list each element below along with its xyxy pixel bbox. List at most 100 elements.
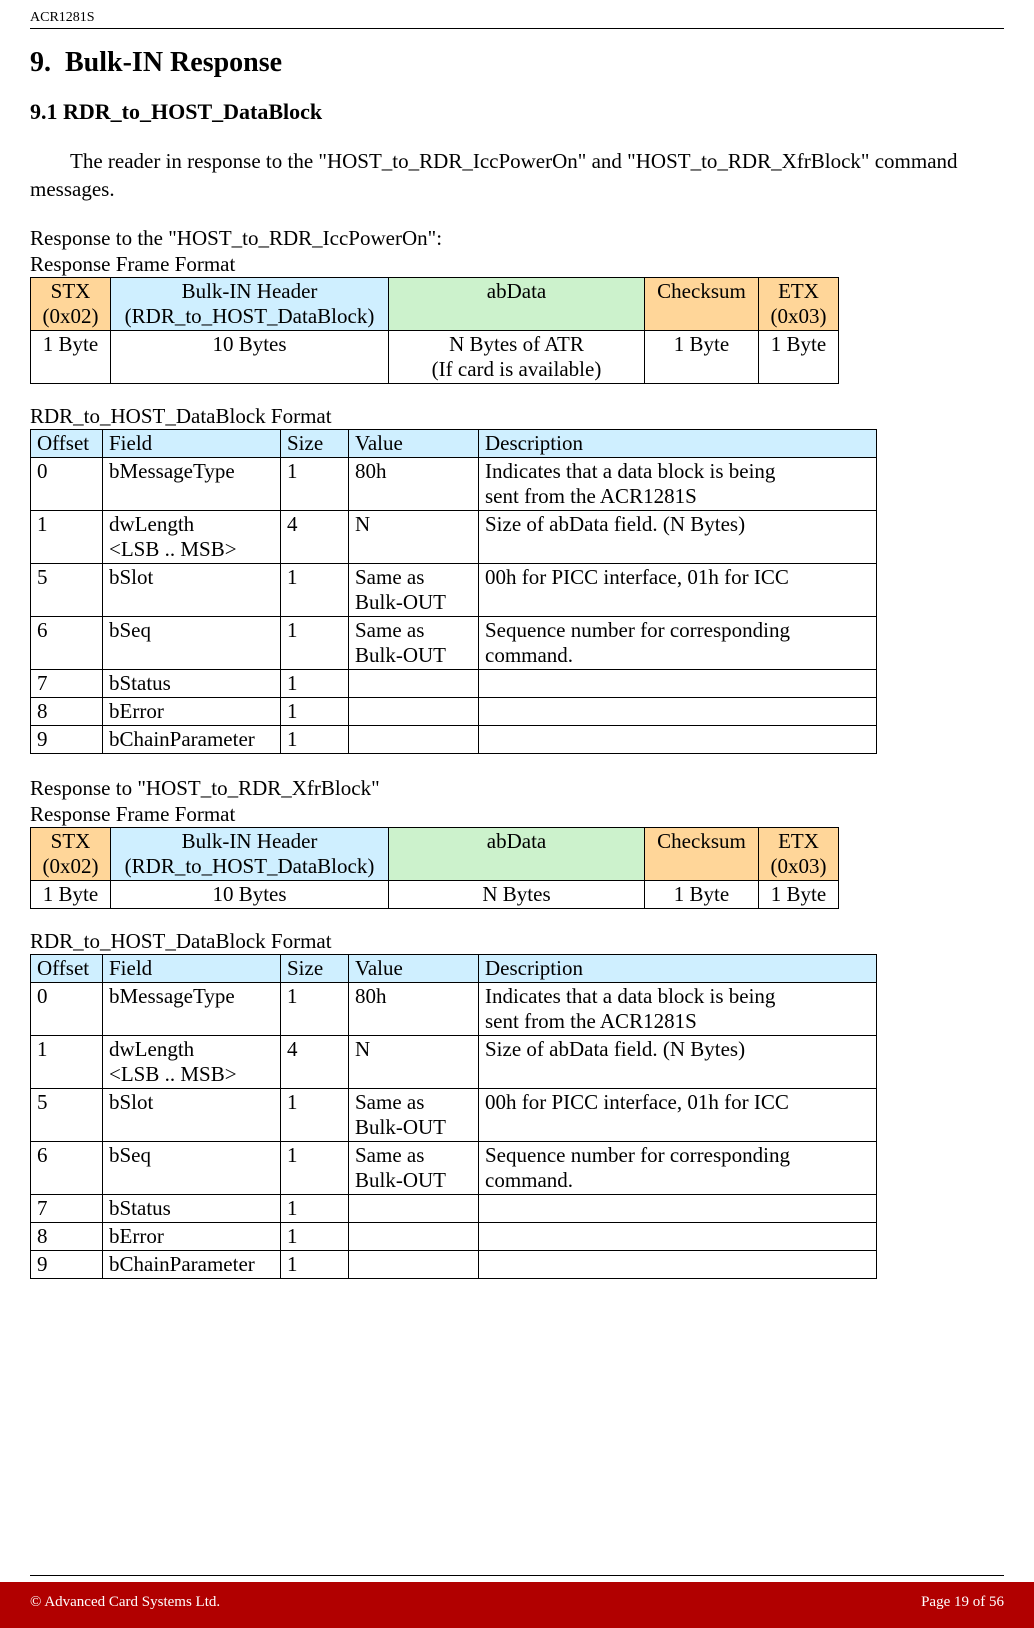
fmt-size: 1 xyxy=(281,670,349,698)
frame-header-stx: STX(0x02) xyxy=(31,828,111,881)
fmt-desc xyxy=(479,1195,877,1223)
fmt-offset: 7 xyxy=(31,1195,103,1223)
fmt-desc xyxy=(479,726,877,754)
frame-table-1: STX(0x02) Bulk-IN Header(RDR_to_HOST_Dat… xyxy=(30,277,839,384)
section-title: 9. Bulk-IN Response xyxy=(30,47,1004,79)
fmt-offset: 6 xyxy=(31,617,103,670)
fmt-row: 6bSeq1Same asBulk-OUTSequence number for… xyxy=(31,617,877,670)
fmt-value: 80h xyxy=(349,983,479,1036)
fmt-value: Same asBulk-OUT xyxy=(349,564,479,617)
frame-header-bulkin: Bulk-IN Header(RDR_to_HOST_DataBlock) xyxy=(111,278,389,331)
frame-cell-bulkin: 10 Bytes xyxy=(111,331,389,384)
fmt-row: 7bStatus1 xyxy=(31,1195,877,1223)
fmt-size: 1 xyxy=(281,1142,349,1195)
fmt-field: bChainParameter xyxy=(103,726,281,754)
frame-header-abdata: abData xyxy=(389,828,645,881)
frame-header-checksum: Checksum xyxy=(645,278,759,331)
fmt-value: 80h xyxy=(349,458,479,511)
fmt-value: Same asBulk-OUT xyxy=(349,1142,479,1195)
fmt-desc: Size of abData field. (N Bytes) xyxy=(479,511,877,564)
fmt-size: 1 xyxy=(281,726,349,754)
fmt-row: 0bMessageType180hIndicates that a data b… xyxy=(31,983,877,1036)
fmt-offset: 6 xyxy=(31,1142,103,1195)
fmt-desc xyxy=(479,1251,877,1279)
fmt-row: 8bError1 xyxy=(31,1223,877,1251)
fmt-offset: 8 xyxy=(31,1223,103,1251)
footer-right: Page 19 of 56 xyxy=(921,1594,1004,1611)
response1-text: Response to the "HOST_to_RDR_IccPowerOn"… xyxy=(30,224,1004,252)
fmt-desc: Indicates that a data block is beingsent… xyxy=(479,458,877,511)
fmt-size: 1 xyxy=(281,1251,349,1279)
fmt-value: Same asBulk-OUT xyxy=(349,1089,479,1142)
frame-cell-etx: 1 Byte xyxy=(759,331,839,384)
format-caption-2: RDR_to_HOST_DataBlock Format xyxy=(30,929,1004,954)
frame-cell-bulkin: 10 Bytes xyxy=(111,881,389,909)
fmt-value xyxy=(349,1223,479,1251)
fmt-header-size: Size xyxy=(281,430,349,458)
fmt-desc: Size of abData field. (N Bytes) xyxy=(479,1036,877,1089)
frame-cell-stx: 1 Byte xyxy=(31,881,111,909)
fmt-header-offset: Offset xyxy=(31,955,103,983)
fmt-offset: 0 xyxy=(31,458,103,511)
fmt-header-description: Description xyxy=(479,430,877,458)
fmt-field: dwLength<LSB .. MSB> xyxy=(103,511,281,564)
fmt-desc xyxy=(479,698,877,726)
fmt-row: 1dwLength<LSB .. MSB>4NSize of abData fi… xyxy=(31,1036,877,1089)
fmt-header-offset: Offset xyxy=(31,430,103,458)
frame-header-stx: STX(0x02) xyxy=(31,278,111,331)
fmt-offset: 5 xyxy=(31,564,103,617)
fmt-offset: 9 xyxy=(31,726,103,754)
fmt-size: 1 xyxy=(281,1089,349,1142)
fmt-row: 9bChainParameter1 xyxy=(31,1251,877,1279)
frame-cell-checksum: 1 Byte xyxy=(645,881,759,909)
frame-header-etx: ETX(0x03) xyxy=(759,278,839,331)
fmt-value xyxy=(349,670,479,698)
fmt-header-size: Size xyxy=(281,955,349,983)
fmt-header-description: Description xyxy=(479,955,877,983)
format-caption-1: RDR_to_HOST_DataBlock Format xyxy=(30,404,1004,429)
fmt-value: Same asBulk-OUT xyxy=(349,617,479,670)
fmt-value xyxy=(349,1195,479,1223)
footer-rule xyxy=(30,1575,1004,1576)
fmt-field: bSeq xyxy=(103,617,281,670)
fmt-row: 5bSlot1Same asBulk-OUT00h for PICC inter… xyxy=(31,1089,877,1142)
fmt-value xyxy=(349,1251,479,1279)
fmt-header-value: Value xyxy=(349,430,479,458)
fmt-size: 1 xyxy=(281,458,349,511)
frame-caption-2: Response Frame Format xyxy=(30,802,1004,827)
fmt-offset: 1 xyxy=(31,511,103,564)
fmt-row: 5bSlot1Same asBulk-OUT00h for PICC inter… xyxy=(31,564,877,617)
fmt-header-field: Field xyxy=(103,955,281,983)
fmt-desc xyxy=(479,670,877,698)
fmt-field: bSlot xyxy=(103,1089,281,1142)
footer: © Advanced Card Systems Ltd. Page 19 of … xyxy=(0,1582,1034,1628)
subsection-number: 9.1 xyxy=(30,99,58,124)
fmt-header-field: Field xyxy=(103,430,281,458)
fmt-field: bStatus xyxy=(103,670,281,698)
fmt-row: 0bMessageType180hIndicates that a data b… xyxy=(31,458,877,511)
fmt-field: bStatus xyxy=(103,1195,281,1223)
footer-left: © Advanced Card Systems Ltd. xyxy=(30,1594,220,1611)
fmt-row: 1dwLength<LSB .. MSB>4NSize of abData fi… xyxy=(31,511,877,564)
frame-caption-1: Response Frame Format xyxy=(30,252,1004,277)
fmt-size: 1 xyxy=(281,617,349,670)
fmt-desc: Indicates that a data block is beingsent… xyxy=(479,983,877,1036)
fmt-offset: 1 xyxy=(31,1036,103,1089)
fmt-field: bSeq xyxy=(103,1142,281,1195)
format-table-1: OffsetFieldSizeValueDescription0bMessage… xyxy=(30,429,877,754)
fmt-size: 1 xyxy=(281,1195,349,1223)
subsection-title: 9.1 RDR_to_HOST_DataBlock xyxy=(30,99,1004,125)
fmt-field: bChainParameter xyxy=(103,1251,281,1279)
frame-cell-abdata: N Bytes xyxy=(389,881,645,909)
fmt-desc: Sequence number for correspondingcommand… xyxy=(479,617,877,670)
fmt-field: bError xyxy=(103,1223,281,1251)
fmt-desc: 00h for PICC interface, 01h for ICC xyxy=(479,564,877,617)
fmt-row: 6bSeq1Same asBulk-OUTSequence number for… xyxy=(31,1142,877,1195)
fmt-size: 4 xyxy=(281,511,349,564)
fmt-header-row: OffsetFieldSizeValueDescription xyxy=(31,430,877,458)
fmt-field: bSlot xyxy=(103,564,281,617)
header-rule xyxy=(30,28,1004,29)
fmt-value: N xyxy=(349,1036,479,1089)
frame-table-2: STX(0x02) Bulk-IN Header(RDR_to_HOST_Dat… xyxy=(30,827,839,909)
fmt-field: bMessageType xyxy=(103,983,281,1036)
